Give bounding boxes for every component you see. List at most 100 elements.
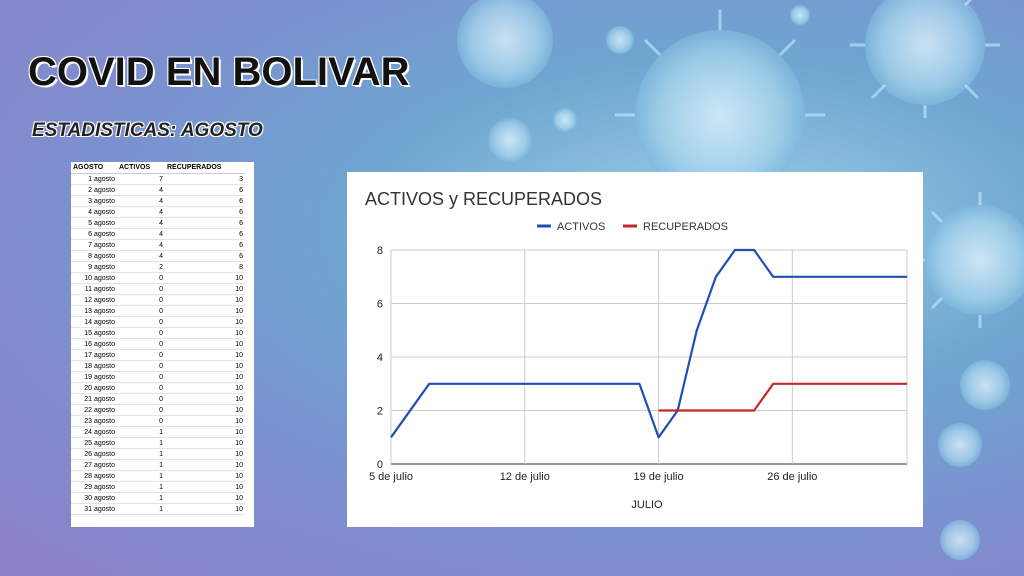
data-table-panel: AGOSTO ACTIVOS RECUPERADOS 1 agosto 7 3 2 a… [71, 162, 254, 527]
table-cell: 6 [165, 195, 245, 207]
table-cell: 0 [117, 360, 165, 372]
table-cell: 4 agosto [71, 206, 117, 218]
table-cell: 0 [117, 294, 165, 306]
table-cell: 13 agosto [71, 305, 117, 317]
table-cell: 1 [117, 426, 165, 438]
table-row: 28 agosto 1 10 [71, 470, 245, 482]
table-cell: 1 [117, 492, 165, 504]
table-cell: 4 [117, 228, 165, 240]
table-cell: 0 [117, 305, 165, 317]
table-cell: 0 [117, 404, 165, 416]
x-axis-label: JULIO [631, 499, 663, 511]
table-cell: 1 [117, 470, 165, 482]
table-cell: 10 [165, 272, 245, 284]
table-cell: 10 [165, 338, 245, 350]
table-cell: 26 agosto [71, 448, 117, 460]
table-row: 27 agosto 1 10 [71, 459, 245, 471]
table-row: 13 agosto 0 10 [71, 305, 245, 317]
table-cell: 6 [165, 239, 245, 251]
table-cell: 8 agosto [71, 250, 117, 262]
table-cell: 6 [165, 250, 245, 262]
table-row: 22 agosto 0 10 [71, 404, 245, 416]
table-cell: 10 [165, 349, 245, 361]
table-cell: 0 [117, 338, 165, 350]
table-row: 6 agosto 4 6 [71, 228, 245, 240]
y-tick-label: 2 [377, 406, 383, 418]
table-cell: 22 agosto [71, 404, 117, 416]
legend: ACTIVOS RECUPERADOS [537, 221, 728, 233]
table-cell: 4 [117, 184, 165, 196]
table-cell: 10 [165, 459, 245, 471]
table-cell: 16 agosto [71, 338, 117, 350]
table-row: 25 agosto 1 10 [71, 437, 245, 449]
table-cell: 0 [117, 327, 165, 339]
table-cell: 10 agosto [71, 272, 117, 284]
chart-panel: ACTIVOS y RECUPERADOS ACTIVOS RECUPERADO… [347, 172, 923, 527]
table-cell: 4 [117, 217, 165, 229]
table-row: 10 agosto 0 10 [71, 272, 245, 284]
x-tick-label: 26 de julio [767, 471, 817, 483]
table-cell: 0 [117, 371, 165, 383]
table-cell: 0 [117, 283, 165, 295]
table-cell: 10 [165, 492, 245, 504]
plot-area: 0 2 4 6 8 5 de julio 12 de julio 19 de julio 26 … [369, 245, 908, 483]
table-body: 1 agosto 7 3 2 agosto 4 6 3 agosto 4 6 4 agosto 4 6… [71, 173, 245, 515]
table-row: 17 agosto 0 10 [71, 349, 245, 361]
legend-label-activos: ACTIVOS [557, 221, 605, 233]
table-row: 14 agosto 0 10 [71, 316, 245, 328]
table-header-cell: RECUPERADOS [165, 162, 245, 174]
table-row: 20 agosto 0 10 [71, 382, 245, 394]
table-cell: 0 [117, 415, 165, 427]
data-table: AGOSTO ACTIVOS RECUPERADOS 1 agosto 7 3 2 a… [71, 162, 245, 515]
chart-title: ACTIVOS y RECUPERADOS [365, 189, 602, 209]
series-line-activos [390, 248, 907, 439]
table-cell: 2 agosto [71, 184, 117, 196]
y-tick-label: 0 [377, 459, 383, 471]
table-cell: 10 [165, 382, 245, 394]
table-cell: 12 agosto [71, 294, 117, 306]
table-cell: 20 agosto [71, 382, 117, 394]
table-cell: 6 [165, 206, 245, 218]
table-cell: 10 [165, 503, 245, 515]
table-row: 7 agosto 4 6 [71, 239, 245, 251]
table-cell: 21 agosto [71, 393, 117, 405]
table-cell: 10 [165, 327, 245, 339]
line-chart: ACTIVOS y RECUPERADOS ACTIVOS RECUPERADO… [365, 189, 908, 511]
table-cell: 10 [165, 393, 245, 405]
table-cell: 11 agosto [71, 283, 117, 295]
table-cell: 7 agosto [71, 239, 117, 251]
table-row: 1 agosto 7 3 [71, 173, 245, 185]
table-header-row: AGOSTO ACTIVOS RECUPERADOS [71, 162, 245, 174]
table-cell: 5 agosto [71, 217, 117, 229]
table-cell: 23 agosto [71, 415, 117, 427]
table-cell: 10 [165, 448, 245, 460]
table-cell: 0 [117, 349, 165, 361]
table-cell: 10 [165, 415, 245, 427]
table-cell: 9 agosto [71, 261, 117, 273]
table-row: 8 agosto 4 6 [71, 250, 245, 262]
table-cell: 25 agosto [71, 437, 117, 449]
table-cell: 6 [165, 228, 245, 240]
table-header-cell: ACTIVOS [117, 162, 165, 174]
table-cell: 6 [165, 217, 245, 229]
table-cell: 19 agosto [71, 371, 117, 383]
table-cell: 1 [117, 503, 165, 515]
table-cell: 1 agosto [71, 173, 117, 185]
table-cell: 1 [117, 459, 165, 471]
table-row: 29 agosto 1 10 [71, 481, 245, 493]
table-cell: 0 [117, 393, 165, 405]
table-cell: 0 [117, 316, 165, 328]
table-cell: 10 [165, 371, 245, 383]
table-cell: 3 [165, 173, 245, 185]
y-tick-label: 8 [377, 245, 383, 257]
table-row: 23 agosto 0 10 [71, 415, 245, 427]
table-cell: 1 [117, 481, 165, 493]
table-cell: 10 [165, 294, 245, 306]
table-cell: 17 agosto [71, 349, 117, 361]
table-row: 31 agosto 1 10 [71, 503, 245, 515]
table-row: 2 agosto 4 6 [71, 184, 245, 196]
table-cell: 6 agosto [71, 228, 117, 240]
series-line-recuperados [658, 382, 907, 412]
table-row: 3 agosto 4 6 [71, 195, 245, 207]
